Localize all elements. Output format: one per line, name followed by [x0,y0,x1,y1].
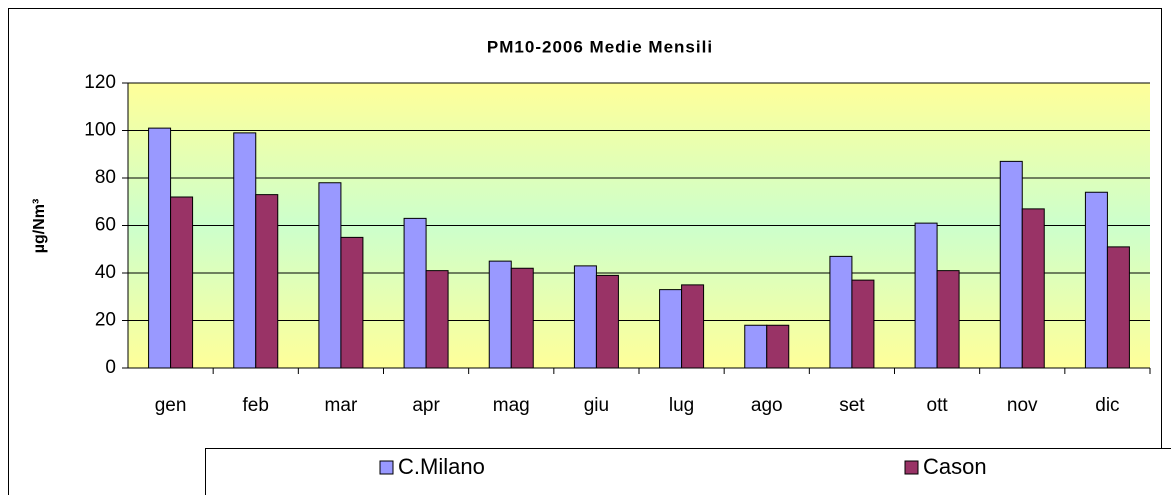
x-tick-label: mag [493,395,530,416]
y-tick-label: 20 [95,310,116,331]
x-tick-label: giu [584,395,609,416]
legend-label: C.Milano [398,454,485,479]
x-tick-label: lug [669,395,694,416]
bar [425,270,449,369]
legend-label: Cason [923,454,987,479]
y-axis-label: µg/Nm³ [31,199,48,254]
y-tick-label: 100 [84,120,116,141]
bar [829,255,853,369]
legend-swatch [379,460,394,475]
bar [1021,208,1045,369]
y-tick-label: 120 [84,72,116,93]
x-tick-label: gen [155,395,187,416]
bar [148,127,172,369]
x-tick-label: nov [1007,395,1038,416]
bar [744,324,768,369]
bar [233,132,257,369]
y-tick-label: 80 [95,167,116,188]
y-tick-label: 0 [105,357,116,378]
x-tick-label: ago [751,395,783,416]
x-tick-label: feb [243,395,269,416]
x-tick-label: ott [927,395,949,416]
x-tick-label: set [839,395,865,416]
bar [1106,246,1130,369]
bar [999,160,1023,369]
bar [340,236,364,369]
bar [255,194,279,369]
x-tick-label: dic [1095,395,1119,416]
x-tick-label: mar [325,395,358,416]
bar [659,289,683,369]
bar [573,265,597,369]
bar [1084,191,1108,369]
bar [510,267,534,369]
bar [681,284,705,369]
y-tick-label: 40 [95,262,116,283]
bar [488,260,512,369]
bar [595,274,619,369]
chart-title: PM10-2006 Medie Mensili [487,37,713,56]
legend-swatch [904,460,919,475]
bar [318,182,342,369]
legend [205,448,1171,495]
bar [851,279,875,369]
y-tick-label: 60 [95,215,116,236]
bar [766,324,790,369]
bar [914,222,938,369]
x-tick-label: apr [412,395,440,416]
bar [170,196,194,369]
bar [403,217,427,369]
bar [936,270,960,369]
